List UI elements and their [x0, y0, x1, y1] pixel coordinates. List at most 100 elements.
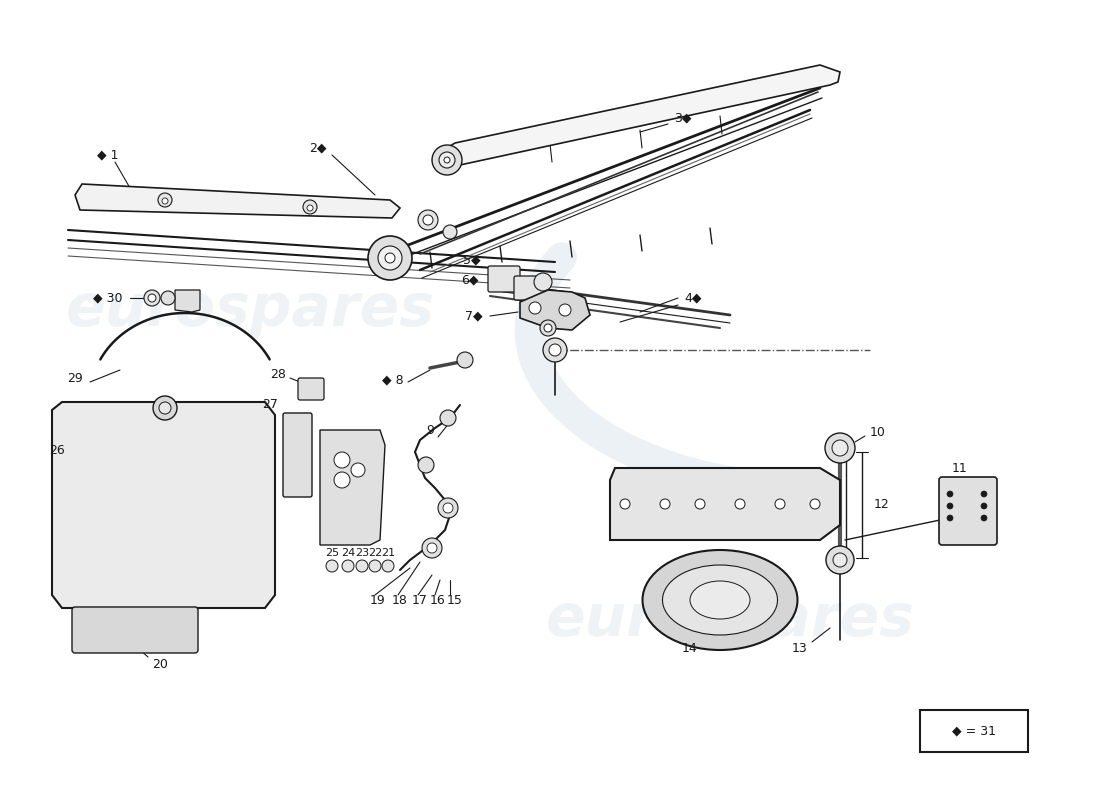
Text: 12: 12 [874, 498, 890, 511]
Circle shape [424, 215, 433, 225]
Polygon shape [438, 65, 840, 168]
Text: 5◆: 5◆ [463, 254, 481, 266]
Circle shape [981, 503, 987, 509]
Circle shape [326, 560, 338, 572]
Circle shape [833, 553, 847, 567]
Text: 4◆: 4◆ [684, 291, 702, 305]
Circle shape [378, 246, 402, 270]
Circle shape [559, 304, 571, 316]
Circle shape [544, 324, 552, 332]
Circle shape [826, 546, 854, 574]
FancyBboxPatch shape [283, 413, 312, 497]
Circle shape [418, 457, 434, 473]
Circle shape [302, 200, 317, 214]
Circle shape [148, 294, 156, 302]
FancyBboxPatch shape [72, 607, 198, 653]
Circle shape [981, 515, 987, 521]
Circle shape [307, 205, 314, 211]
Circle shape [776, 499, 785, 509]
Circle shape [342, 560, 354, 572]
Circle shape [549, 344, 561, 356]
FancyBboxPatch shape [514, 276, 544, 300]
Circle shape [440, 410, 456, 426]
Polygon shape [75, 184, 400, 218]
Text: 20: 20 [152, 658, 168, 670]
Ellipse shape [690, 581, 750, 619]
Circle shape [334, 452, 350, 468]
Text: 11: 11 [953, 462, 968, 474]
Circle shape [981, 491, 987, 497]
Text: 27: 27 [262, 398, 278, 411]
Circle shape [620, 499, 630, 509]
Text: ◆ = 31: ◆ = 31 [952, 725, 996, 738]
Circle shape [334, 472, 350, 488]
Text: 25: 25 [324, 548, 339, 558]
Polygon shape [520, 290, 590, 330]
Polygon shape [175, 290, 200, 312]
Text: 10: 10 [870, 426, 886, 438]
Polygon shape [52, 402, 275, 608]
Circle shape [947, 503, 953, 509]
Ellipse shape [642, 550, 798, 650]
Text: 13: 13 [792, 642, 807, 654]
Text: 7◆: 7◆ [465, 310, 483, 322]
Text: 29: 29 [67, 371, 82, 385]
Circle shape [432, 145, 462, 175]
Circle shape [832, 440, 848, 456]
Circle shape [161, 291, 175, 305]
Text: 6◆: 6◆ [461, 274, 478, 286]
Text: 15: 15 [447, 594, 463, 606]
Text: 9: 9 [426, 423, 433, 437]
FancyBboxPatch shape [939, 477, 997, 545]
Circle shape [351, 463, 365, 477]
Circle shape [144, 290, 159, 306]
Circle shape [443, 225, 456, 239]
Text: ◆ 30: ◆ 30 [94, 291, 123, 305]
Circle shape [825, 433, 855, 463]
FancyBboxPatch shape [298, 378, 324, 400]
Circle shape [368, 560, 381, 572]
Circle shape [947, 515, 953, 521]
Circle shape [368, 236, 412, 280]
Circle shape [660, 499, 670, 509]
Circle shape [427, 543, 437, 553]
Circle shape [153, 396, 177, 420]
Circle shape [543, 338, 566, 362]
Circle shape [443, 503, 453, 513]
Text: 17: 17 [412, 594, 428, 606]
Circle shape [540, 320, 556, 336]
Circle shape [456, 352, 473, 368]
Text: 21: 21 [381, 548, 395, 558]
Text: 16: 16 [430, 594, 446, 606]
FancyBboxPatch shape [920, 710, 1028, 752]
Text: 23: 23 [355, 548, 370, 558]
Text: 28: 28 [271, 369, 286, 382]
Circle shape [735, 499, 745, 509]
Circle shape [162, 198, 168, 204]
Circle shape [422, 538, 442, 558]
Text: 18: 18 [392, 594, 408, 606]
Polygon shape [320, 430, 385, 545]
Text: 3◆: 3◆ [674, 111, 692, 125]
Text: ◆ 1: ◆ 1 [97, 149, 119, 162]
Text: 19: 19 [370, 594, 386, 606]
Circle shape [158, 193, 172, 207]
Circle shape [947, 491, 953, 497]
Text: eurospares: eurospares [546, 591, 914, 649]
Text: ◆ 8: ◆ 8 [382, 374, 404, 386]
Circle shape [534, 273, 552, 291]
Circle shape [438, 498, 458, 518]
Circle shape [439, 152, 455, 168]
Ellipse shape [662, 565, 778, 635]
Text: 22: 22 [367, 548, 382, 558]
Text: 24: 24 [341, 548, 355, 558]
Circle shape [356, 560, 369, 572]
Circle shape [810, 499, 820, 509]
Circle shape [418, 210, 438, 230]
Circle shape [385, 253, 395, 263]
FancyBboxPatch shape [488, 266, 520, 292]
Text: eurospares: eurospares [66, 282, 434, 338]
Circle shape [382, 560, 394, 572]
Text: 14: 14 [682, 642, 697, 654]
Polygon shape [610, 468, 840, 540]
